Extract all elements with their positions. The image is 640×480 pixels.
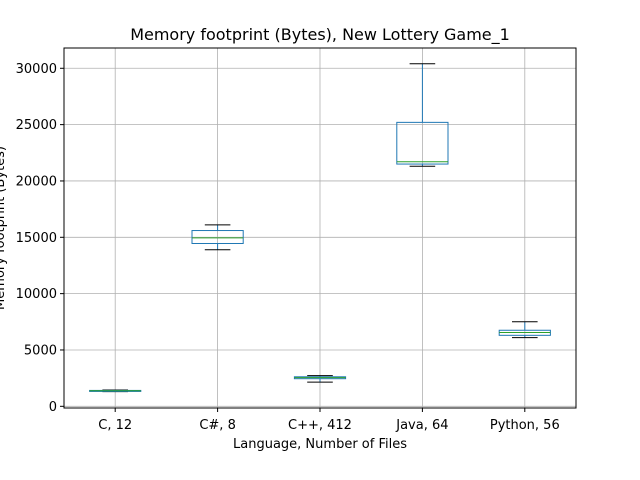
x-tick-label: Python, 56	[490, 418, 560, 433]
y-tick-label: 30000	[16, 62, 57, 77]
y-tick-label: 0	[49, 400, 57, 415]
x-tick-label: C#, 8	[199, 418, 236, 433]
y-tick-label: 20000	[16, 174, 57, 189]
chart-title: Memory footprint (Bytes), New Lottery Ga…	[130, 25, 510, 45]
y-tick-label: 15000	[16, 231, 57, 246]
x-tick-label: C, 12	[98, 418, 132, 433]
box-group	[498, 321, 551, 339]
box-group	[293, 375, 347, 383]
x-tick-label: Java, 64	[395, 418, 448, 433]
y-tick-label: 10000	[16, 287, 57, 302]
gridlines	[64, 48, 576, 408]
box-group	[396, 63, 449, 167]
x-tick-label: C++, 412	[288, 418, 352, 433]
y-tick-label: 5000	[24, 343, 57, 358]
y-axis-label: Memory footprint (Bytes)	[0, 146, 8, 310]
axes: 0 5000 10000 15000 20000 25000 30000 C, 12 C#, 8…	[16, 47, 577, 433]
iqr-box	[191, 230, 244, 244]
plot-area	[89, 63, 551, 393]
x-axis-label: Language, Number of Files	[233, 437, 407, 452]
iqr-box	[396, 121, 449, 165]
box-group	[191, 224, 244, 251]
y-tick-label: 25000	[16, 118, 57, 133]
box-group	[89, 389, 142, 393]
